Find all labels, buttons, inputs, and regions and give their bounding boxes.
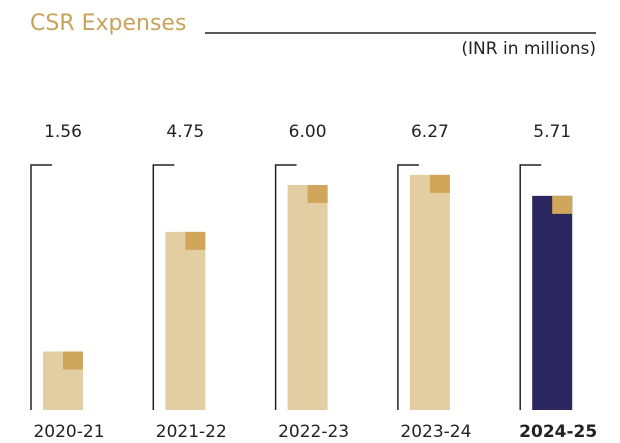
bracket xyxy=(274,164,297,410)
bar-accent xyxy=(63,351,83,370)
bracket xyxy=(152,164,175,410)
bar xyxy=(287,185,328,410)
bar-accent xyxy=(429,174,450,193)
x-tick-label: 2020-21 xyxy=(33,422,104,442)
x-tick-label: 2024-25 xyxy=(519,422,597,442)
chart-subtitle: (INR in millions) xyxy=(461,39,596,59)
bar xyxy=(165,231,206,410)
value-label: 1.56 xyxy=(44,122,82,142)
bracket xyxy=(397,164,419,410)
chart-title: CSR Expenses xyxy=(30,11,186,36)
value-label: 4.75 xyxy=(166,122,204,142)
value-label: 6.00 xyxy=(289,122,327,142)
x-tick-label: 2023-24 xyxy=(400,422,471,442)
value-label: 5.71 xyxy=(533,122,571,142)
bar xyxy=(409,174,450,410)
bracket xyxy=(519,164,542,410)
bar-accent xyxy=(307,185,328,203)
value-label: 6.27 xyxy=(411,122,449,142)
bar xyxy=(532,195,573,410)
x-tick-label: 2022-23 xyxy=(278,422,349,442)
bar-accent xyxy=(185,231,206,250)
bar-accent xyxy=(552,195,573,214)
x-tick-label: 2021-22 xyxy=(156,422,227,442)
bracket xyxy=(30,164,52,410)
